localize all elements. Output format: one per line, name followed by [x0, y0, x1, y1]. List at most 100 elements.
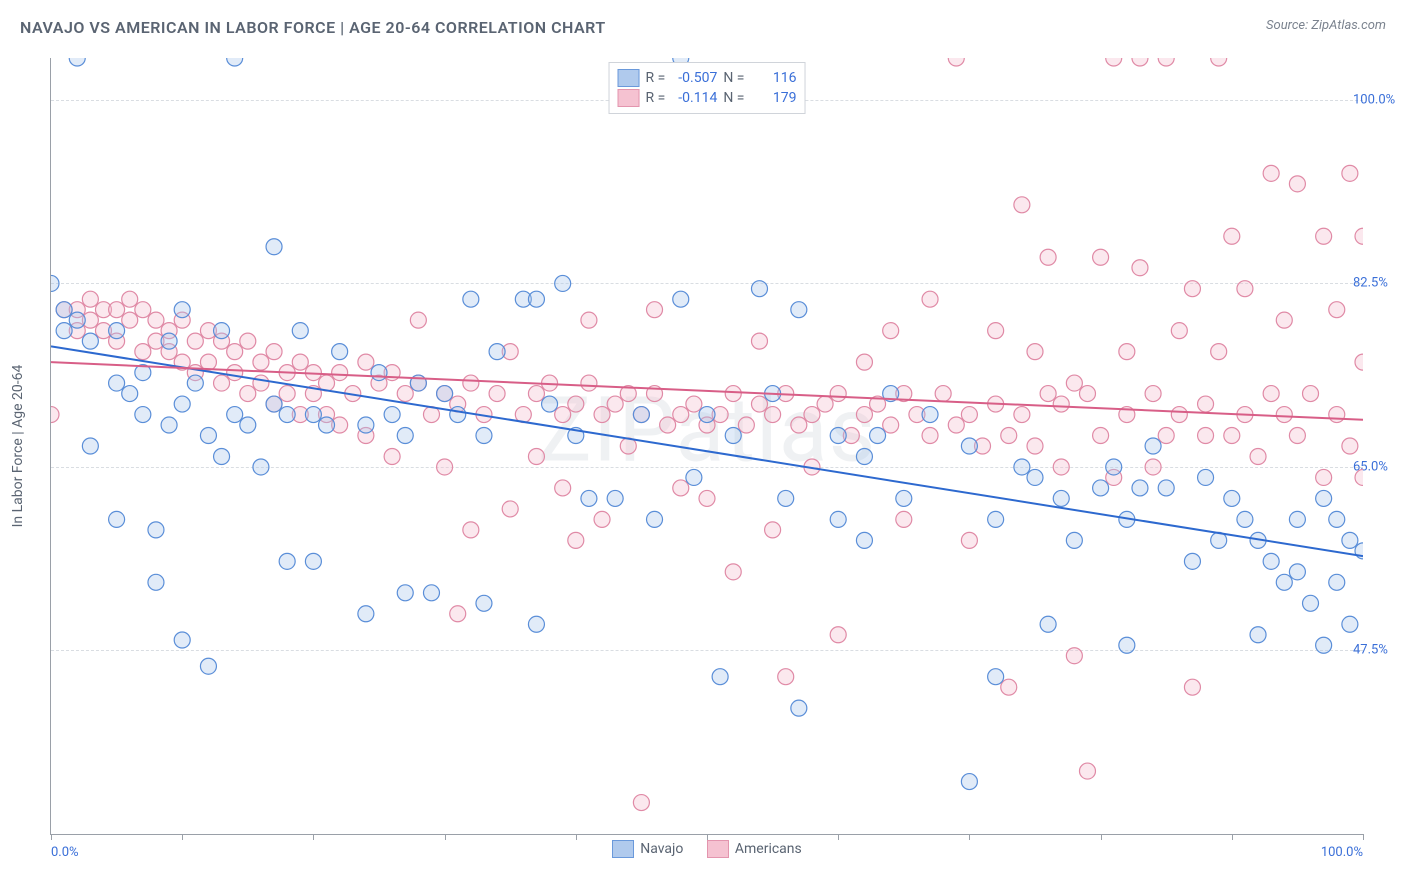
- data-point: [200, 428, 216, 444]
- data-point: [1250, 627, 1266, 643]
- x-tick: [969, 834, 970, 840]
- data-point: [1342, 165, 1358, 181]
- data-point: [279, 386, 295, 402]
- data-point: [450, 606, 466, 622]
- data-point: [384, 407, 400, 423]
- data-point: [279, 553, 295, 569]
- data-point: [161, 417, 177, 433]
- data-point: [1014, 197, 1030, 213]
- data-point: [633, 795, 649, 811]
- data-point: [725, 564, 741, 580]
- data-point: [122, 386, 138, 402]
- data-point: [109, 323, 125, 339]
- data-point: [148, 312, 164, 328]
- data-point: [1355, 354, 1363, 370]
- data-point: [371, 365, 387, 381]
- data-point: [594, 407, 610, 423]
- navajo-swatch-icon: [612, 840, 634, 858]
- trend-line: [51, 346, 1363, 556]
- data-point: [135, 407, 151, 423]
- data-point: [1145, 438, 1161, 454]
- data-point: [555, 275, 571, 291]
- data-point: [528, 448, 544, 464]
- data-point: [1316, 490, 1332, 506]
- data-point: [358, 606, 374, 622]
- data-point: [751, 333, 767, 349]
- data-point: [1184, 553, 1200, 569]
- data-point: [1040, 616, 1056, 632]
- data-point: [1119, 344, 1135, 360]
- data-point: [227, 58, 243, 66]
- americans-swatch-icon: [707, 840, 729, 858]
- data-point: [1316, 637, 1332, 653]
- data-point: [397, 428, 413, 444]
- data-point: [253, 375, 269, 391]
- data-point: [1224, 228, 1240, 244]
- data-point: [1303, 386, 1319, 402]
- data-point: [1014, 407, 1030, 423]
- data-point: [253, 354, 269, 370]
- legend-item-navajo: Navajo: [612, 840, 683, 858]
- data-point: [1303, 595, 1319, 611]
- data-point: [463, 375, 479, 391]
- data-point: [1289, 511, 1305, 527]
- data-point: [1158, 58, 1174, 66]
- data-point: [358, 417, 374, 433]
- data-point: [948, 417, 964, 433]
- legend-label-americans: Americans: [735, 841, 802, 857]
- navajo-n-value: 116: [750, 70, 796, 86]
- data-point: [830, 386, 846, 402]
- data-point: [961, 407, 977, 423]
- data-point: [778, 669, 794, 685]
- data-point: [1066, 532, 1082, 548]
- americans-n-value: 179: [750, 90, 796, 106]
- data-point: [856, 407, 872, 423]
- data-point: [82, 333, 98, 349]
- data-point: [1093, 249, 1109, 265]
- data-point: [122, 291, 138, 307]
- data-point: [830, 627, 846, 643]
- data-point: [1329, 511, 1345, 527]
- data-point: [200, 658, 216, 674]
- data-point: [568, 532, 584, 548]
- data-point: [174, 302, 190, 318]
- data-point: [555, 480, 571, 496]
- data-point: [542, 396, 558, 412]
- data-point: [1106, 58, 1122, 66]
- data-point: [56, 302, 72, 318]
- data-point: [804, 407, 820, 423]
- y-axis-label: In Labor Force | Age 20-64: [10, 365, 26, 528]
- data-point: [725, 386, 741, 402]
- data-point: [1171, 323, 1187, 339]
- data-point: [227, 344, 243, 360]
- data-point: [1276, 574, 1292, 590]
- data-point: [1079, 386, 1095, 402]
- data-point: [187, 333, 203, 349]
- data-point: [410, 312, 426, 328]
- data-point: [988, 323, 1004, 339]
- x-tick: [445, 834, 446, 840]
- data-point: [1066, 648, 1082, 664]
- data-point: [214, 375, 230, 391]
- data-point: [51, 275, 59, 291]
- data-point: [1355, 469, 1363, 485]
- plot-area: ZIPatlas R = -0.507 N = 116 R = -0.114 N…: [50, 58, 1363, 835]
- data-point: [332, 344, 348, 360]
- data-point: [961, 532, 977, 548]
- data-point: [870, 428, 886, 444]
- legend-row-navajo: R = -0.507 N = 116: [618, 69, 797, 87]
- data-point: [686, 469, 702, 485]
- data-point: [109, 302, 125, 318]
- data-point: [397, 386, 413, 402]
- data-point: [292, 354, 308, 370]
- source-attribution: Source: ZipAtlas.com: [1266, 18, 1386, 33]
- data-point: [1053, 396, 1069, 412]
- data-point: [948, 58, 964, 66]
- data-point: [856, 448, 872, 464]
- data-point: [765, 522, 781, 538]
- data-point: [148, 522, 164, 538]
- x-tick-label: 0.0%: [51, 845, 79, 860]
- data-point: [69, 58, 85, 66]
- data-point: [1198, 396, 1214, 412]
- data-point: [1158, 480, 1174, 496]
